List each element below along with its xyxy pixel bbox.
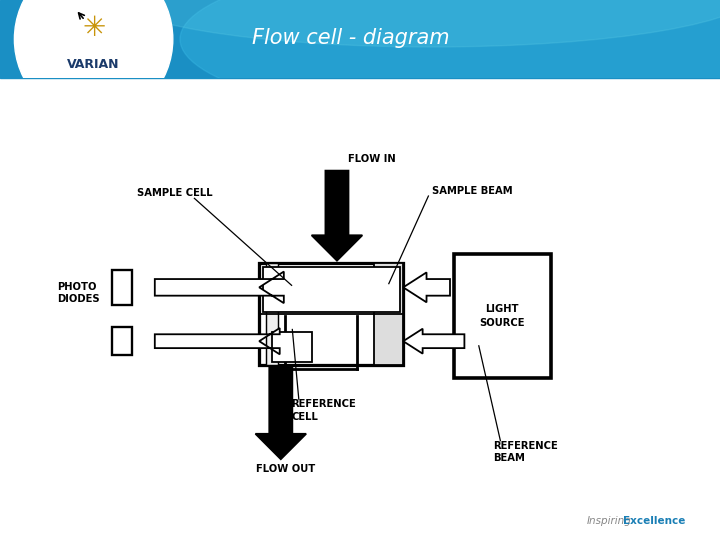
Ellipse shape [180, 0, 720, 125]
Polygon shape [403, 272, 450, 302]
Polygon shape [155, 272, 284, 303]
Text: REFERENCE
BEAM: REFERENCE BEAM [493, 441, 558, 463]
Text: FLOW OUT: FLOW OUT [256, 464, 315, 474]
Text: ✳: ✳ [82, 14, 105, 42]
Bar [112, 270, 132, 305]
Text: Excellence: Excellence [623, 516, 685, 526]
Bar [112, 327, 132, 355]
Text: REFERENCE
CELL: REFERENCE CELL [292, 399, 356, 422]
Bar [266, 263, 278, 365]
Polygon shape [256, 367, 306, 459]
Ellipse shape [14, 0, 173, 122]
Bar [454, 254, 551, 379]
Polygon shape [403, 329, 464, 354]
Polygon shape [155, 328, 279, 354]
Text: SAMPLE CELL: SAMPLE CELL [137, 188, 212, 198]
Bar [259, 263, 403, 365]
Bar [263, 267, 400, 312]
Polygon shape [312, 171, 362, 261]
Ellipse shape [108, 0, 720, 47]
Text: Flow cell - diagram: Flow cell - diagram [252, 28, 449, 48]
Bar [374, 263, 403, 365]
Text: LIGHT
SOURCE: LIGHT SOURCE [480, 305, 525, 328]
Text: FLOW IN: FLOW IN [348, 154, 395, 164]
Bar [272, 332, 312, 362]
Text: Inspiring: Inspiring [587, 516, 631, 526]
Text: VARIAN: VARIAN [68, 58, 120, 71]
Text: PHOTO
DIODES: PHOTO DIODES [58, 282, 100, 304]
Text: SAMPLE BEAM: SAMPLE BEAM [432, 186, 513, 196]
